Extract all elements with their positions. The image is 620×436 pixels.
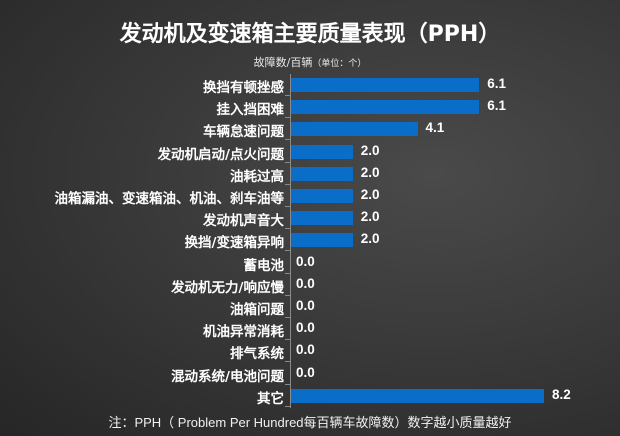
unit-suffix: （单位：个） bbox=[312, 59, 367, 69]
value-label: 6.1 bbox=[487, 76, 506, 91]
chart-title: 发动机及变速箱主要质量表现（PPH） bbox=[119, 22, 501, 47]
bar bbox=[291, 211, 353, 226]
bar-row: 挂入挡困难 6.1 bbox=[0, 96, 620, 119]
category-label: 换挡/变速箱异响 bbox=[184, 235, 284, 252]
bar-row: 车辆怠速问题 4.1 bbox=[0, 118, 620, 141]
value-label: 0.0 bbox=[296, 342, 315, 358]
category-label: 挂入挡困难 bbox=[216, 102, 285, 119]
category-label: 油耗过高 bbox=[230, 168, 284, 185]
value-label: 4.1 bbox=[425, 120, 445, 136]
axis-tick bbox=[285, 317, 290, 318]
axis-tick bbox=[285, 339, 290, 341]
bar bbox=[291, 122, 418, 137]
category-label: 换挡有顿挫感 bbox=[203, 80, 284, 96]
bar-row: 油箱问题 0.0 bbox=[0, 296, 620, 318]
bar-row: 发动机无力/响应慢 0.0 bbox=[0, 274, 620, 296]
footnote: 注：PPH（ Problem Per Hundred每百辆车故障数）数字越小质量… bbox=[108, 415, 512, 430]
value-label: 2.0 bbox=[360, 164, 380, 180]
value-label: 0.0 bbox=[296, 298, 315, 313]
unit-main: 故障数/百辆 bbox=[253, 56, 313, 69]
axis-tick bbox=[285, 405, 290, 407]
bar-row: 油箱漏油、变速箱油、机油、刹车油等 2.0 bbox=[0, 185, 620, 207]
bar-row: 其它 8.2 bbox=[0, 385, 620, 407]
category-label: 发动机无力/响应慢 bbox=[171, 279, 284, 296]
category-label: 机油异常消耗 bbox=[203, 324, 284, 341]
bar bbox=[291, 78, 480, 92]
axis-tick bbox=[285, 294, 290, 296]
bar-row: 油耗过高 2.0 bbox=[0, 163, 620, 185]
value-label: 0.0 bbox=[296, 275, 315, 291]
value-label: 2.0 bbox=[360, 187, 380, 202]
bar bbox=[291, 166, 353, 181]
bar-row: 发动机声音大 2.0 bbox=[0, 207, 620, 230]
category-label: 油箱问题 bbox=[230, 302, 284, 318]
value-label: 8.2 bbox=[552, 386, 571, 402]
category-label: 油箱漏油、变速箱油、机油、刹车油等 bbox=[54, 191, 285, 207]
axis-tick bbox=[285, 383, 290, 385]
axis-tick bbox=[285, 117, 290, 119]
bar-row: 蓄电池 0.0 bbox=[0, 252, 620, 274]
category-axis bbox=[290, 74, 291, 408]
axis-tick bbox=[285, 161, 290, 163]
axis-tick bbox=[285, 206, 290, 207]
category-label: 车辆怠速问题 bbox=[203, 124, 284, 141]
bar-row: 换挡有顿挫感 6.1 bbox=[0, 74, 620, 96]
bar-row: 混动系统/电池问题 0.0 bbox=[0, 363, 620, 385]
value-label: 2.0 bbox=[360, 231, 380, 247]
value-label: 2.0 bbox=[360, 209, 380, 225]
axis-tick bbox=[285, 139, 290, 141]
value-label: 6.1 bbox=[487, 98, 506, 114]
bar-row: 发动机启动/点火问题 2.0 bbox=[0, 141, 620, 163]
value-label: 0.0 bbox=[296, 253, 315, 269]
bar bbox=[291, 189, 353, 203]
axis-tick bbox=[285, 228, 290, 230]
bar bbox=[291, 233, 353, 248]
category-label: 发动机启动/点火问题 bbox=[157, 146, 284, 163]
value-label: 0.0 bbox=[296, 320, 315, 336]
value-label: 2.0 bbox=[360, 142, 380, 158]
category-label: 混动系统/电池问题 bbox=[171, 368, 284, 385]
axis-tick bbox=[285, 250, 290, 252]
axis-tick bbox=[285, 183, 290, 185]
bar bbox=[291, 388, 544, 403]
axis-tick bbox=[285, 272, 290, 274]
bar bbox=[291, 100, 480, 115]
value-label: 0.0 bbox=[296, 364, 315, 380]
category-label: 其它 bbox=[257, 390, 284, 407]
category-label: 排气系统 bbox=[230, 346, 284, 363]
bar-row: 换挡/变速箱异响 2.0 bbox=[0, 229, 620, 252]
bar-row: 排气系统 0.0 bbox=[0, 340, 620, 363]
category-label: 发动机声音大 bbox=[203, 213, 284, 230]
bar bbox=[291, 144, 353, 159]
axis-tick bbox=[285, 361, 290, 363]
bar-row: 机油异常消耗 0.0 bbox=[0, 318, 620, 341]
category-label: 蓄电池 bbox=[243, 257, 285, 274]
axis-unit-label: 故障数/百辆（单位：个） bbox=[0, 54, 620, 70]
axis-tick bbox=[285, 95, 290, 96]
